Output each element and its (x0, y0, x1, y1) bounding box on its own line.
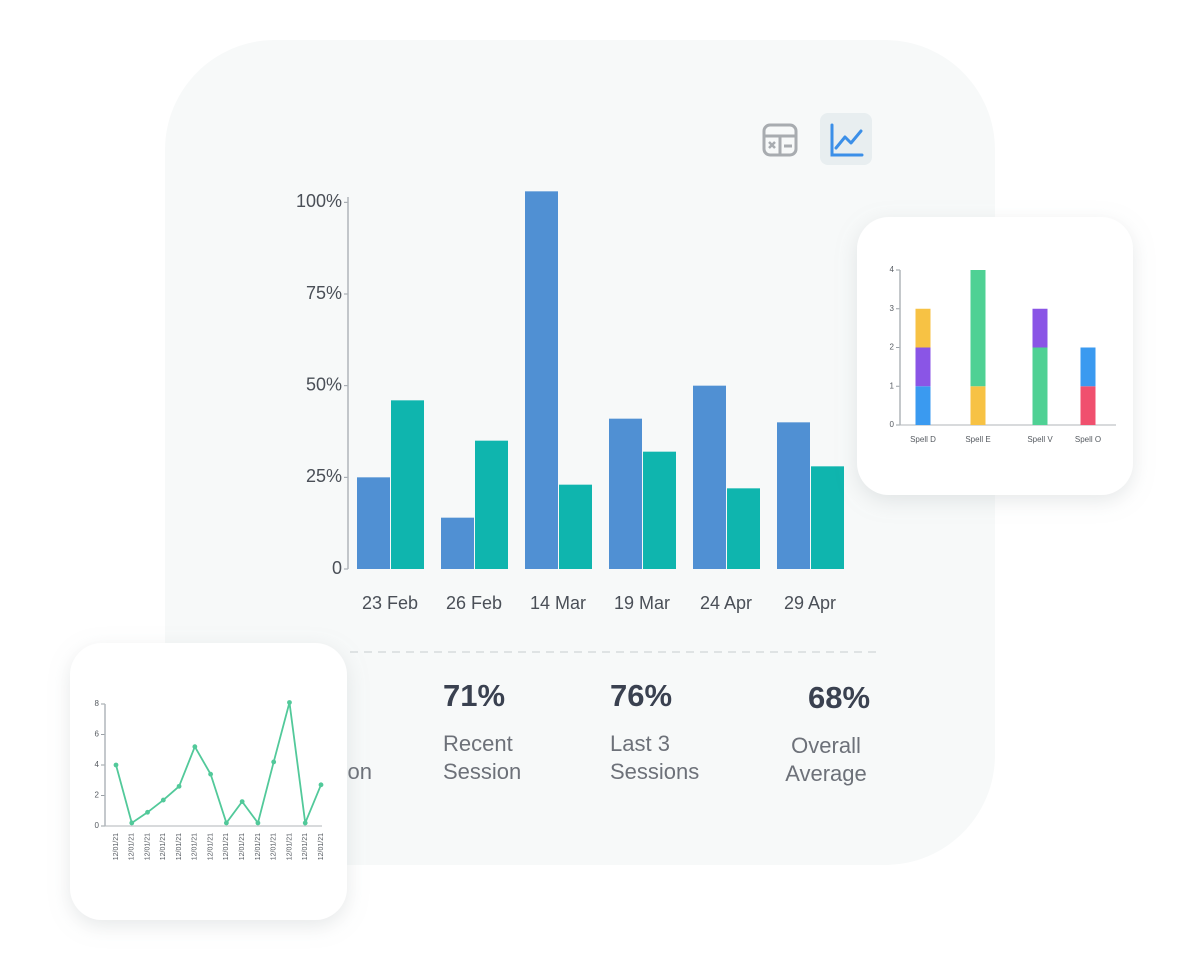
bar-segment (915, 308, 931, 348)
point (160, 797, 166, 803)
x-tick-label: Spell O (1075, 435, 1101, 444)
y-tick-label: 75% (306, 283, 342, 303)
bar (811, 466, 844, 569)
x-tick-label: 12/01/21 (255, 833, 262, 860)
y-tick-label: 2 (95, 791, 100, 800)
x-tick-label: 12/01/21 (286, 833, 293, 860)
bar (559, 484, 592, 569)
bar (693, 385, 726, 569)
stat-label: Average (785, 761, 867, 786)
point (239, 799, 245, 804)
x-tick-label: 12/01/21 (302, 833, 309, 860)
bar (391, 400, 424, 569)
point (192, 744, 198, 750)
y-tick-label: 0 (95, 821, 100, 830)
stats: on 71% Recent Session 76% Last 3 Sessions 68% Ov… (348, 678, 871, 786)
y-tick-label: 50% (306, 374, 342, 394)
stat-value: 71% (443, 678, 505, 713)
stat-label: Sessions (610, 759, 699, 784)
bar (441, 517, 474, 569)
x-tick-label: 12/01/21 (113, 833, 120, 860)
point (145, 809, 150, 815)
stat-label: Overall (791, 733, 861, 758)
bar-segment (1032, 308, 1048, 348)
bar (609, 418, 642, 569)
bar-segment (1080, 386, 1096, 425)
bar-segment (1032, 347, 1048, 425)
stat-label: Session (443, 759, 521, 784)
x-tick-label: 29 Apr (784, 593, 836, 613)
point (208, 771, 214, 777)
y-tick-label: 2 (890, 343, 895, 352)
trend-card (70, 643, 347, 920)
spell-chart: 0 1 2 3 4 Spell D Spell E Spell V Spell O (890, 265, 1116, 444)
trend-chart: 0 2 4 6 8 12/01/21 12/01/21 12/01/21 12/01/21 12/… (95, 699, 325, 860)
y-tick-label: 25% (306, 466, 342, 486)
stat-value: 68% (808, 680, 870, 715)
bar (475, 440, 508, 569)
x-tick-label: Spell D (910, 435, 936, 444)
y-tick-label: 3 (890, 304, 895, 313)
grid-view-icon[interactable] (762, 123, 798, 157)
bar-segment (1080, 347, 1096, 387)
point (129, 820, 135, 826)
x-tick-label: 12/01/21 (223, 833, 230, 860)
y-tick-label: 6 (95, 730, 100, 739)
y-tick-label: 8 (95, 699, 100, 708)
chart-view-icon[interactable] (820, 113, 872, 165)
point (113, 762, 119, 768)
bar (525, 191, 558, 570)
y-tick-label: 1 (890, 381, 895, 390)
bar-segment (970, 270, 986, 387)
stat-label: on (348, 759, 372, 784)
point (302, 820, 308, 826)
x-tick-label: 23 Feb (362, 593, 418, 613)
x-tick-label: 24 Apr (700, 593, 752, 613)
stat-value: 76% (610, 678, 672, 713)
point (255, 820, 261, 826)
point (318, 782, 324, 788)
stat-label: Recent (443, 731, 513, 756)
y-tick-label: 4 (890, 265, 895, 274)
x-tick-label: Spell E (965, 435, 990, 444)
bar-segment (915, 386, 931, 425)
bar (357, 477, 390, 569)
x-tick-label: 14 Mar (530, 593, 586, 613)
bar (643, 451, 676, 569)
x-tick-label: Spell V (1027, 435, 1053, 444)
x-tick-label: 12/01/21 (129, 833, 136, 860)
x-tick-label: 12/01/21 (318, 833, 325, 860)
bar-segment (915, 347, 931, 387)
bar-segment (970, 386, 986, 425)
point (176, 783, 182, 789)
x-tick-label: 12/01/21 (144, 833, 151, 860)
y-tick-label: 100% (296, 191, 342, 211)
bar (727, 488, 760, 569)
x-tick-label: 26 Feb (446, 593, 502, 613)
x-tick-label: 12/01/21 (176, 833, 183, 860)
point (271, 759, 277, 765)
x-tick-label: 12/01/21 (239, 833, 246, 860)
y-tick-label: 4 (95, 760, 100, 769)
y-tick-label: 0 (890, 420, 895, 429)
stat-label: Last 3 (610, 731, 670, 756)
x-tick-label: 19 Mar (614, 593, 670, 613)
main-card (165, 40, 995, 865)
y-tick-label: 0 (332, 558, 342, 578)
x-tick-label: 12/01/21 (207, 833, 214, 860)
point (223, 820, 229, 826)
x-tick-label: 12/01/21 (192, 833, 199, 860)
bar (777, 422, 810, 569)
x-tick-label: 12/01/21 (160, 833, 167, 860)
x-tick-label: 12/01/21 (271, 833, 278, 860)
point (287, 700, 292, 705)
main-chart: 0 25% 50% 75% 100% 23 Feb 26 Feb 14 Mar 19 Mar 24… (296, 191, 844, 613)
line (115, 702, 322, 827)
